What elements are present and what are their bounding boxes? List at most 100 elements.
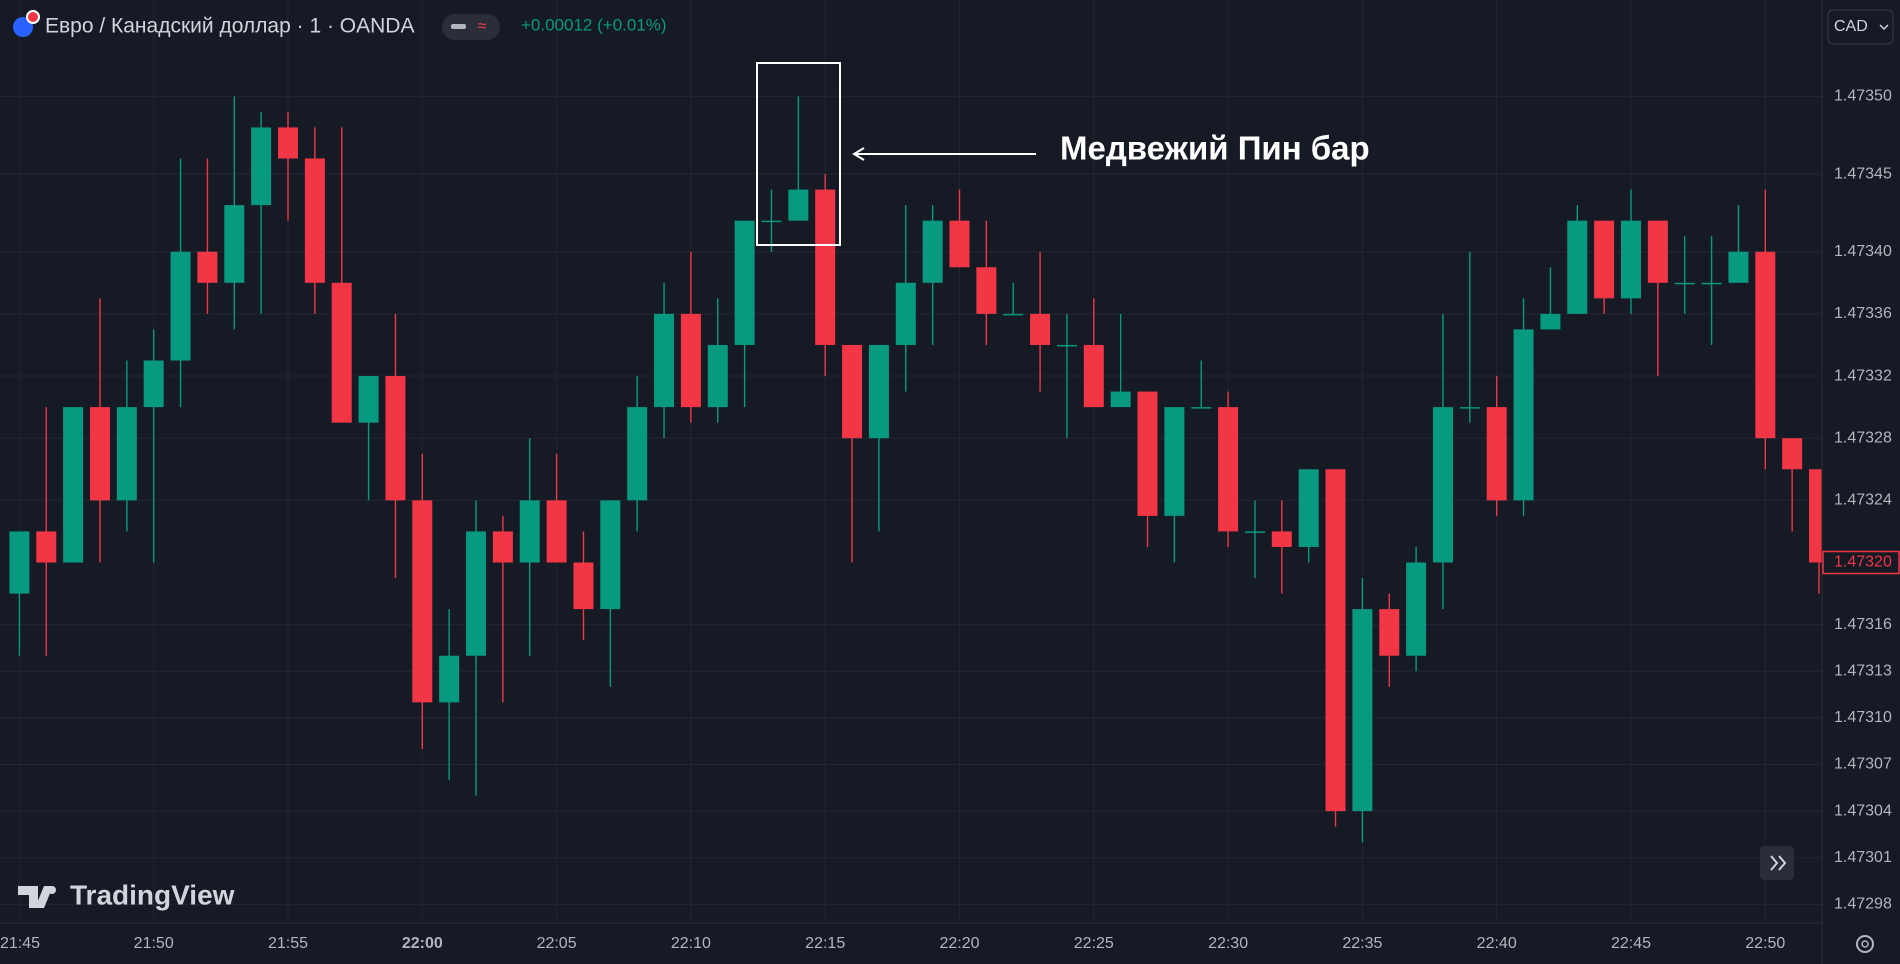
- annotation-text: Медвежий Пин бар: [1060, 130, 1370, 167]
- flag-icon: [26, 10, 40, 24]
- last-price-tag: [1822, 550, 1900, 575]
- x-tick-label: 22:50: [1745, 935, 1785, 952]
- candle-body: [1701, 282, 1722, 285]
- x-tick-label: 22:25: [1074, 935, 1114, 952]
- y-tick-label: 1.47340: [1834, 243, 1892, 260]
- watermark: TradingView: [18, 879, 235, 910]
- candle-body: [1110, 391, 1131, 408]
- y-tick-label: 1.47316: [1834, 616, 1892, 633]
- candle-body: [278, 127, 298, 159]
- candle-body: [385, 376, 406, 501]
- candle-body: [1218, 407, 1239, 532]
- candle-body: [1083, 344, 1104, 408]
- x-tick-label: 22:40: [1477, 935, 1517, 952]
- candle-body: [1809, 469, 1822, 563]
- scroll-to-end-icon: [1770, 855, 1787, 871]
- candle-body: [1352, 609, 1373, 812]
- settings-button[interactable]: [1856, 935, 1874, 953]
- x-tick-label: 22:35: [1342, 935, 1382, 952]
- y-tick-label: 1.47304: [1834, 802, 1892, 819]
- annotation-arrowhead: [852, 147, 865, 161]
- header: Евро / Канадский доллар · 1 · OANDA ≈ +0…: [13, 9, 1894, 45]
- candle-body: [1513, 329, 1534, 501]
- candle-body: [1271, 531, 1292, 547]
- candle-body: [895, 282, 916, 345]
- candle-body: [976, 267, 997, 314]
- candle-body: [116, 407, 137, 501]
- candle-body: [868, 344, 889, 439]
- candle-body: [573, 562, 594, 610]
- watermark-text: TradingView: [70, 879, 235, 910]
- candle-body: [1325, 469, 1346, 812]
- x-tick-label: 22:45: [1611, 935, 1651, 952]
- settings-icon: [1861, 940, 1869, 948]
- candle-body: [89, 407, 110, 501]
- candle-body: [466, 531, 487, 656]
- candle-body: [922, 220, 943, 283]
- y-tick-label: 1.47310: [1834, 709, 1892, 726]
- y-tick-label: 1.47332: [1834, 367, 1892, 384]
- currency-caret: [1879, 24, 1889, 31]
- x-tick-label: 21:55: [268, 935, 308, 952]
- candle-body: [197, 251, 218, 283]
- watermark-logo: [18, 886, 53, 908]
- candle-body: [1728, 251, 1749, 283]
- watermark-logo: [48, 886, 56, 894]
- candle-body: [1486, 407, 1507, 501]
- y-tick-label: 1.47313: [1834, 662, 1892, 679]
- grid: [0, 0, 1822, 923]
- candle-body: [1459, 407, 1480, 409]
- candle-body: [331, 282, 352, 423]
- currency-label: CAD: [1834, 18, 1868, 35]
- x-tick-label: 22:15: [805, 935, 845, 952]
- candle-body: [1621, 220, 1641, 299]
- candle-body: [949, 220, 970, 268]
- x-tick-label: 22:10: [671, 935, 711, 952]
- candle-body: [519, 500, 540, 563]
- last-price-label: 1.47320: [1834, 554, 1892, 571]
- candle-body: [358, 376, 379, 423]
- currency-button[interactable]: [1827, 9, 1894, 45]
- candle-body: [143, 360, 164, 408]
- candle-body: [842, 344, 863, 439]
- candle-body: [63, 407, 84, 563]
- candle-body: [1030, 313, 1051, 345]
- candle-body: [439, 655, 460, 703]
- candles: [9, 96, 1822, 843]
- candle-body: [492, 531, 513, 563]
- candle-body: [546, 500, 567, 563]
- symbol-title: Евро / Канадский доллар · 1 · OANDA: [45, 15, 414, 38]
- candle-body: [1379, 609, 1400, 656]
- candle-body: [627, 407, 648, 501]
- y-tick-label: 1.47328: [1834, 429, 1892, 446]
- candle-body: [1164, 407, 1185, 516]
- y-tick-label: 1.47350: [1834, 88, 1892, 105]
- y-tick-label: 1.47307: [1834, 756, 1892, 773]
- y-tick-label: 1.47324: [1834, 492, 1892, 509]
- y-tick-label: 1.47336: [1834, 305, 1892, 322]
- candle-body: [412, 500, 433, 703]
- candle-body: [761, 220, 782, 223]
- candle-body: [224, 205, 245, 283]
- status-icon: [451, 24, 466, 29]
- y-tick-label: 1.47301: [1834, 849, 1892, 866]
- candle-body: [1647, 220, 1668, 283]
- candle-body: [251, 127, 272, 206]
- candle-body: [304, 158, 325, 283]
- candle-body: [654, 313, 675, 408]
- annotation: Медвежий Пин бар: [756, 62, 1370, 246]
- x-tick-label: 22:00: [402, 935, 443, 952]
- status-pill[interactable]: [442, 14, 500, 40]
- candle-body: [1594, 220, 1615, 299]
- status-icon: ≈: [478, 18, 487, 35]
- candle-body: [1003, 313, 1024, 316]
- candle-body: [1191, 407, 1212, 409]
- x-tick-label: 22:30: [1208, 935, 1248, 952]
- x-tick-label: 21:45: [0, 935, 40, 952]
- candle-body: [680, 313, 701, 408]
- candle-body: [9, 531, 30, 594]
- candle-body: [1432, 407, 1453, 563]
- axes: 1.47350 1.47345 1.47340 1.47336 1.47332 1.473…: [0, 88, 1900, 952]
- candle-body: [788, 189, 809, 221]
- candle-body: [1056, 344, 1077, 347]
